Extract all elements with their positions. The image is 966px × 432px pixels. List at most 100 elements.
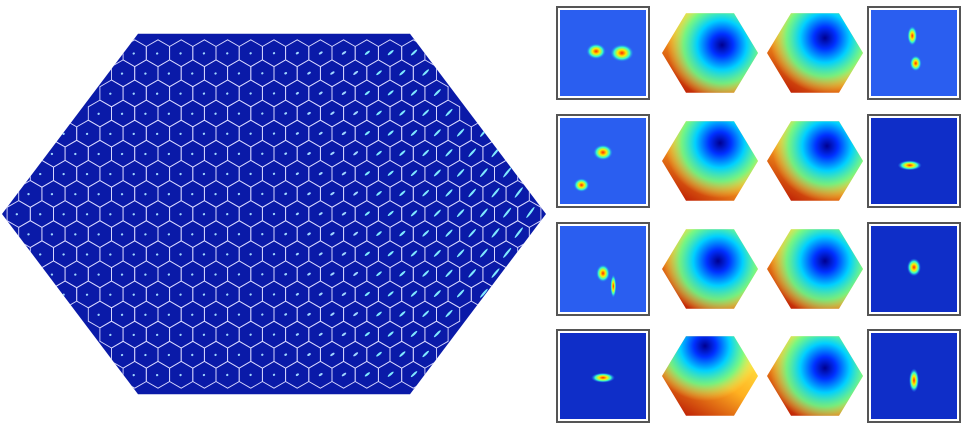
focal-spot <box>399 351 406 357</box>
focal-spot <box>214 273 217 276</box>
focal-spot <box>387 371 394 377</box>
focal-spot <box>155 253 159 256</box>
focal-spot <box>272 92 276 95</box>
focal-spot <box>284 313 288 316</box>
focal-spot <box>272 333 276 336</box>
focal-spot <box>341 51 347 55</box>
focal-spot <box>410 210 418 217</box>
focal-spot <box>120 112 124 115</box>
focal-spot <box>191 72 194 75</box>
focal-spot <box>226 333 229 336</box>
focal-spot <box>445 269 453 278</box>
focal-spot <box>249 52 252 55</box>
focal-spot <box>376 110 382 116</box>
focal-spot <box>191 233 194 236</box>
focal-spot <box>387 291 394 297</box>
focal-spot <box>503 247 512 258</box>
focal-spot <box>387 210 394 217</box>
focal-spot <box>318 91 323 95</box>
spot-image-tile <box>867 222 961 316</box>
focal-spot <box>155 132 159 136</box>
focal-spot <box>144 193 147 196</box>
focal-spot <box>202 293 206 296</box>
focal-spot <box>456 168 465 177</box>
focal-spot <box>479 288 488 298</box>
focal-spot <box>167 72 171 75</box>
focal-spot <box>479 248 488 258</box>
focal-spot <box>39 172 42 176</box>
focal-spot <box>491 268 500 278</box>
focal-spot <box>284 353 288 356</box>
focal-spot <box>74 273 77 276</box>
focal-spot <box>341 252 347 256</box>
focal-spot <box>364 372 370 377</box>
focal-spot <box>456 209 465 218</box>
focal-spot <box>433 129 441 137</box>
focal-spot <box>249 212 252 216</box>
focal-spot <box>284 72 288 75</box>
focal-spot <box>376 150 382 156</box>
focal-spot <box>295 132 299 135</box>
focal-spot <box>237 233 241 236</box>
focal-spot <box>341 91 347 95</box>
focal-spot <box>295 252 299 256</box>
focal-spot <box>445 229 453 237</box>
focal-spot <box>120 233 124 236</box>
spot-image-tile <box>556 222 650 316</box>
focal-spot <box>15 213 19 216</box>
focal-spot <box>376 311 382 317</box>
focal-spot <box>410 129 418 136</box>
focal-spot <box>144 72 147 75</box>
focal-spot <box>179 333 182 336</box>
focal-spot <box>179 373 182 377</box>
focal-spot <box>514 187 523 198</box>
focal-spot <box>74 152 77 156</box>
focal-spot <box>167 233 171 236</box>
focal-spot <box>167 193 171 196</box>
focal-spot <box>132 373 135 377</box>
focal-spot <box>97 273 100 276</box>
focal-spot <box>202 253 206 256</box>
focal-spot <box>226 293 229 296</box>
focal-spot <box>191 313 194 316</box>
focal-spot <box>272 132 276 135</box>
focal-spot <box>132 333 135 337</box>
focal-spot <box>445 189 453 197</box>
focal-spot <box>272 293 276 296</box>
focal-spot <box>456 249 465 258</box>
focal-spot <box>237 353 241 356</box>
focal-spot <box>74 193 77 196</box>
speckle-spot <box>596 264 610 283</box>
focal-spot <box>445 149 453 157</box>
focal-spot <box>132 132 135 136</box>
focal-spot <box>214 152 217 156</box>
focal-spot <box>226 253 229 256</box>
focal-spot <box>155 92 159 95</box>
focal-spot <box>261 112 264 115</box>
focal-spot <box>456 289 465 298</box>
focal-spot <box>399 270 406 277</box>
focal-spot <box>272 52 276 55</box>
focal-spot <box>353 231 359 236</box>
focal-spot <box>410 49 418 56</box>
focal-spot <box>261 313 264 316</box>
speckle-spot <box>909 368 919 393</box>
focal-spot <box>353 352 359 357</box>
focal-spot <box>330 71 335 75</box>
focal-spot <box>155 213 159 216</box>
focal-spot <box>284 152 288 155</box>
focal-spot <box>97 112 100 115</box>
focal-spot <box>387 250 394 257</box>
focal-spot <box>132 172 135 176</box>
speckle-spot <box>591 372 615 383</box>
focal-spot <box>318 292 323 296</box>
focal-spot <box>422 310 430 317</box>
focal-spot <box>74 233 77 236</box>
spot-image-tile <box>556 329 650 423</box>
focal-spot <box>284 192 288 196</box>
focal-spot <box>364 251 370 256</box>
focal-spot <box>503 207 512 218</box>
speckle-spot <box>610 274 617 299</box>
focal-spot <box>422 189 430 197</box>
focal-spot <box>179 253 182 256</box>
